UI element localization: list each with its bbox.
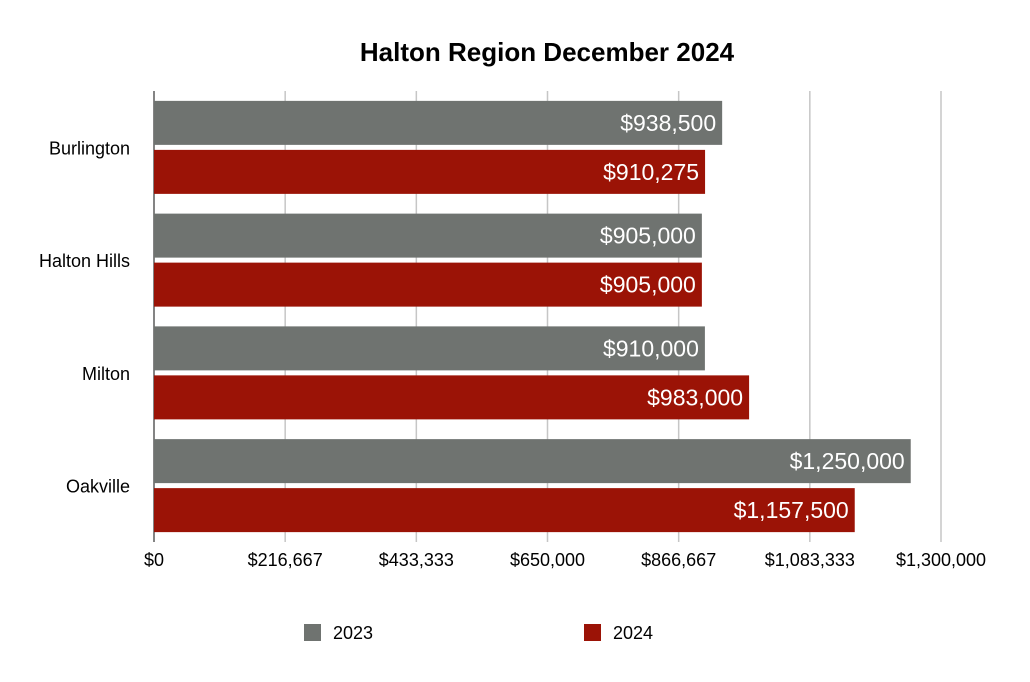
bar-2024-halton-hills [154,262,702,307]
legend-label: 2024 [613,623,653,643]
legend-swatch [304,624,321,641]
bar-2023-oakville [154,439,911,484]
bar-value-label: $983,000 [647,384,743,410]
category-labels: Burlington Halton Hills Milton Oakville [39,138,130,496]
bar-2024-milton [154,375,750,420]
bar-value-label: $1,250,000 [790,448,905,474]
legend-swatch [584,624,601,641]
category-label: Oakville [66,477,130,497]
bar-value-label: $1,157,500 [734,497,849,523]
category-label: Milton [82,364,130,384]
bar-labels: $938,500 $910,275 $905,000 $905,000 $910,000… [600,110,905,523]
x-tick-label: $216,667 [248,550,323,570]
chart-title: Halton Region December 2024 [360,37,735,67]
x-axis-ticks: $0 $216,667 $433,333 $650,000 $866,667 $1,083… [144,550,986,570]
bar-value-label: $910,000 [603,335,699,361]
bar-value-label: $905,000 [600,223,696,249]
x-tick-label: $866,667 [641,550,716,570]
category-label: Halton Hills [39,251,130,271]
x-tick-label: $650,000 [510,550,585,570]
x-tick-label: $1,083,333 [765,550,855,570]
bars [154,100,911,533]
bar-2024-burlington [154,149,706,194]
bar-2023-burlington [154,100,723,145]
x-tick-label: $433,333 [379,550,454,570]
category-label: Burlington [49,138,130,158]
x-tick-label: $0 [144,550,164,570]
legend: 2023 2024 [304,623,653,643]
legend-label: 2023 [333,623,373,643]
bar-value-label: $938,500 [620,110,716,136]
bar-value-label: $910,275 [603,159,699,185]
bar-value-label: $905,000 [600,272,696,298]
x-tick-label: $1,300,000 [896,550,986,570]
bar-2023-halton-hills [154,213,702,258]
bar-2023-milton [154,326,705,371]
bar-2024-oakville [154,488,855,533]
